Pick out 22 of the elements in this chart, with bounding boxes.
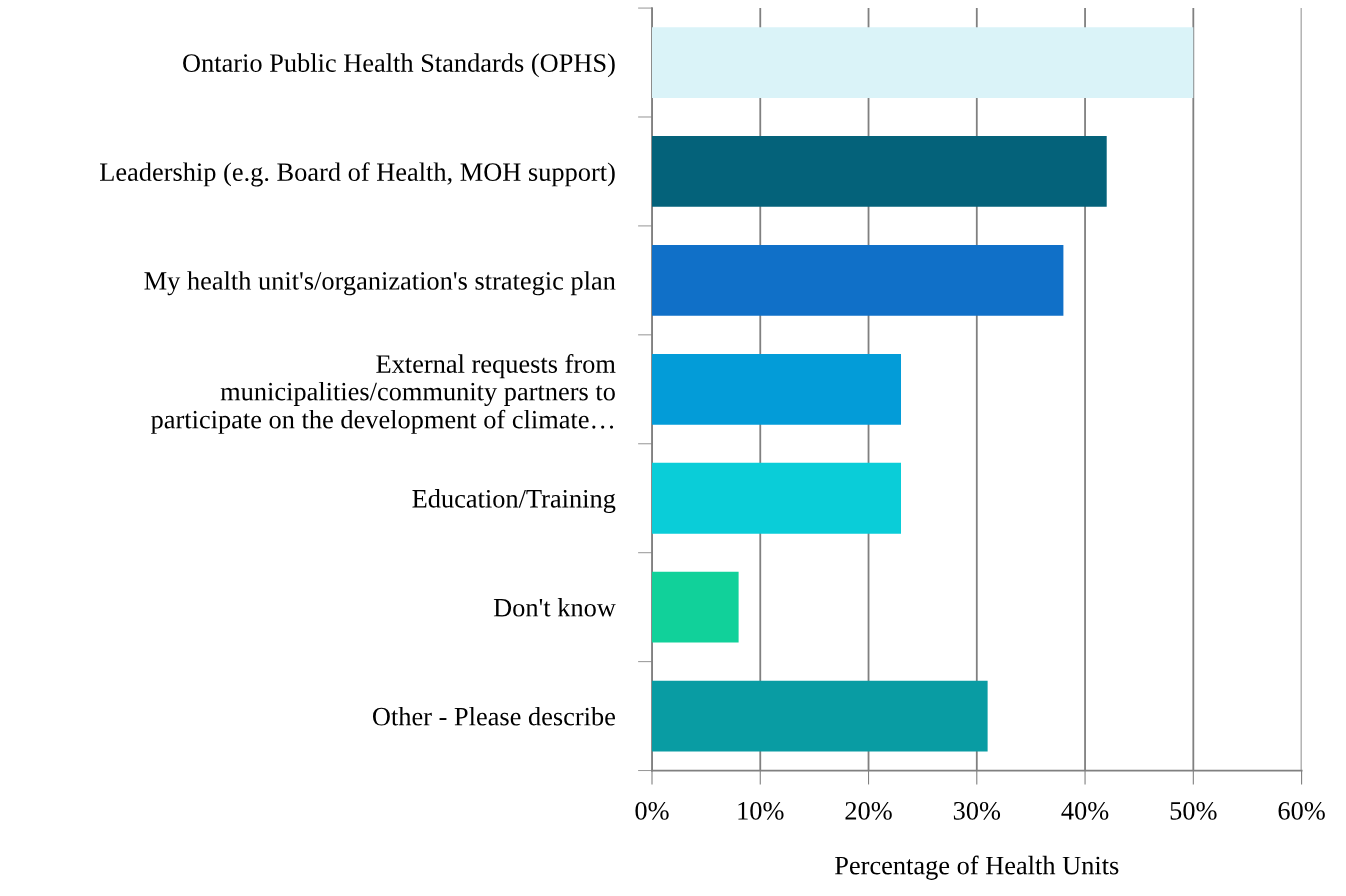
y-tick-label: Education/Training: [412, 489, 616, 514]
x-axis-title: Percentage of Health Units: [835, 855, 1119, 880]
x-tick-label: 20%: [845, 801, 892, 820]
y-tick-label: Leadership (e.g. Board of Health, MOH support): [100, 162, 615, 187]
y-tick-label: Ontario Public Health Standards (OPHS): [183, 53, 615, 78]
bar: [652, 571, 739, 643]
x-tick-label: 0%: [635, 801, 669, 820]
x-tick-label: 50%: [1170, 801, 1217, 820]
x-tick-label: 10%: [738, 801, 784, 820]
bar: [652, 136, 1107, 207]
x-tick-label: 60%: [1278, 801, 1325, 820]
y-tick-label: External requests from municipalities/community partners to participate on the development of climate…: [151, 354, 616, 434]
bar: [652, 462, 902, 534]
bar: [652, 27, 1194, 98]
bar: [652, 353, 902, 425]
y-tick-label: Don't know: [493, 598, 616, 617]
y-tick-label: My health unit's/organization's strategic plan: [144, 271, 616, 296]
bar: [652, 244, 1064, 316]
x-tick-label: 30%: [953, 801, 1001, 820]
x-tick-label: 40%: [1061, 801, 1109, 820]
bar: [652, 680, 988, 752]
y-tick-label: Other - Please describe: [372, 706, 615, 726]
